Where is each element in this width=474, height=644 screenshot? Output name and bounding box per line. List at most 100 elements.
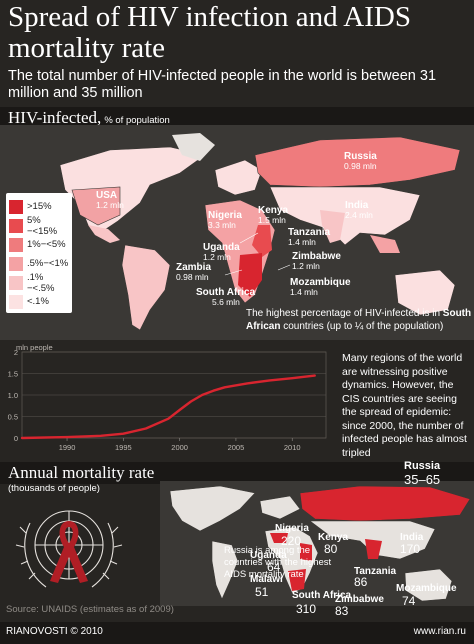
label-tanzania: Tanzania 1.4 mln xyxy=(288,227,330,247)
chart-y-ticks: 0 0.5 1.0 1.5 2 xyxy=(8,348,18,443)
mort-mozambique-name: Mozambique xyxy=(396,583,457,594)
mort-tanzania-name: Tanzania xyxy=(354,566,396,577)
legend-swatch xyxy=(9,218,23,233)
label-mozambique: Mozambique 1.4 mln xyxy=(290,277,351,297)
mort-nigeria-shape xyxy=(270,533,288,543)
chart-grid xyxy=(21,351,327,439)
note-bold: South African xyxy=(246,308,472,332)
red-ribbon-icon xyxy=(50,521,88,583)
mort-label-mozambique: Mozambique 74 xyxy=(396,583,457,608)
legend-swatch xyxy=(9,275,23,290)
mortality-world-map xyxy=(160,481,474,606)
label-russia-name: Russia xyxy=(344,151,377,162)
mortality-section-header xyxy=(0,462,474,484)
label-usa-value: 1.2 mln xyxy=(96,200,124,210)
label-tanzania-value: 1.4 mln xyxy=(288,237,316,247)
label-zambia: Zambia 0.98 mln xyxy=(176,262,211,282)
mort-label-tanzania: Tanzania 86 xyxy=(354,566,396,589)
chart-xtick-label: 2000 xyxy=(171,443,188,452)
chart-ytick-label: 0.5 xyxy=(8,413,18,422)
mort-malawi-name: Malawi xyxy=(250,574,283,585)
mortality-map-svg xyxy=(169,485,471,602)
label-nigeria-name: Nigeria xyxy=(208,210,242,221)
mort-india-value: 170 xyxy=(400,542,420,556)
mort-malawi-value: 51 xyxy=(255,585,269,599)
label-kenya-value: 1.5 mln xyxy=(258,215,286,225)
mort-kenya-name: Kenya xyxy=(318,532,348,543)
mort-north-america-shape xyxy=(169,485,256,532)
mort-mozambique-value: 74 xyxy=(402,594,416,608)
label-mozambique-value: 1.4 mln xyxy=(290,287,318,297)
mort-india-name: India xyxy=(400,532,424,543)
australia-shape xyxy=(394,269,456,316)
mort-russia-value: 35–65 xyxy=(404,472,440,487)
mort-label-uganda: Uganda 64 xyxy=(250,550,287,574)
mort-south-africa-name: South Africa xyxy=(292,590,352,601)
label-zambia-value: 0.98 mln xyxy=(176,272,209,282)
label-nigeria-value: 3.3 mln xyxy=(208,220,236,230)
footer-bar xyxy=(0,622,474,644)
legend-item: <.1% xyxy=(9,292,69,311)
chart-series-line xyxy=(20,374,316,440)
label-zimbabwe-value: 1.2 mln xyxy=(292,261,320,271)
mort-label-russia: Russia 35–65 xyxy=(404,460,441,487)
source-note: Source: UNAIDS (estimates as of 2009) xyxy=(6,604,174,615)
hiv-growth-line-chart: mln people 0 0.5 1.0 1.5 2 1990 1995 2000 2005 2… xyxy=(8,343,327,452)
label-south-africa-value: 5.6 mln xyxy=(212,297,240,307)
label-uganda: Uganda 1.2 mln xyxy=(203,242,240,262)
usa-shape xyxy=(71,186,121,226)
mort-label-zimbabwe: Zimbabwe 83 xyxy=(335,594,384,618)
page-title: Spread of HIV infection and AIDS mortali… xyxy=(8,1,411,64)
note-post: countries (up to ¼ of the population) xyxy=(280,321,444,332)
mortality-note: Russia is among the countries with the h… xyxy=(224,545,332,580)
label-russia: Russia 0.98 mln xyxy=(344,151,377,171)
mort-label-kenya: Kenya 80 xyxy=(318,532,348,556)
chart-xtick-label: 2010 xyxy=(284,443,301,452)
hiv-section-title: HIV-infected,% of population xyxy=(8,108,170,128)
chart-xtick-label: 1995 xyxy=(115,443,132,452)
mort-label-south-africa: South Africa 310 xyxy=(292,590,352,616)
mort-label-india: India 170 xyxy=(400,532,424,556)
mort-tanzania-value: 86 xyxy=(354,575,368,589)
hiv-map-svg: Russia 0.98 mln USA 1.2 mln Nigeria 3.3 … xyxy=(59,133,461,331)
label-south-africa: South Africa 5.6 mln xyxy=(196,287,256,307)
mort-uganda-value: 64 xyxy=(267,560,281,574)
mortality-section-title: Annual mortality rate xyxy=(8,463,155,482)
label-kenya: Kenya 1.5 mln xyxy=(258,205,288,225)
mort-australia-shape xyxy=(404,568,453,602)
chart-ytick-label: 2 xyxy=(14,348,18,357)
note-pre: The highest percentage of HIV-infected i… xyxy=(246,308,443,319)
legend-label: 5%−<15% xyxy=(27,214,58,237)
mort-russia-name: Russia xyxy=(404,460,441,472)
mort-kenya-value: 80 xyxy=(324,542,338,556)
mort-zimbabwe-value: 83 xyxy=(335,604,349,618)
label-uganda-value: 1.2 mln xyxy=(203,252,231,262)
legend-swatch xyxy=(9,294,23,309)
legend-swatch xyxy=(9,199,23,214)
label-uganda-name: Uganda xyxy=(203,242,240,253)
legend-item: 1%−<5% xyxy=(9,235,69,254)
label-kenya-name: Kenya xyxy=(258,205,288,216)
leader-uganda xyxy=(239,232,259,244)
mort-uganda-name: Uganda xyxy=(250,550,287,561)
mort-east-africa-shape xyxy=(300,543,312,561)
page-subtitle: The total number of HIV-infected people … xyxy=(8,68,437,101)
mort-south-africa-shape xyxy=(288,569,306,591)
label-india-name: India xyxy=(345,200,369,211)
legend-label: .5%−<1% xyxy=(27,258,69,269)
legend-swatch xyxy=(9,237,23,252)
russia-shape xyxy=(254,136,461,188)
label-russia-value: 0.98 mln xyxy=(344,161,377,171)
label-zimbabwe: Zimbabwe 1.2 mln xyxy=(292,251,341,271)
mort-russia-shape xyxy=(299,485,471,522)
mort-nigeria-name: Nigeria xyxy=(275,523,309,534)
label-south-africa-name: South Africa xyxy=(196,287,256,298)
chart-xtick-label: 1990 xyxy=(59,443,76,452)
mort-nigeria-value: 220 xyxy=(281,534,301,548)
hiv-title-text: HIV-infected, xyxy=(8,108,102,127)
mort-label-nigeria: Nigeria 220 xyxy=(275,523,309,548)
leader-zimbabwe xyxy=(277,264,291,271)
label-mozambique-name: Mozambique xyxy=(290,277,351,288)
mort-label-malawi: Malawi 51 xyxy=(250,574,283,599)
legend-item: .5%−<1% xyxy=(9,254,69,273)
